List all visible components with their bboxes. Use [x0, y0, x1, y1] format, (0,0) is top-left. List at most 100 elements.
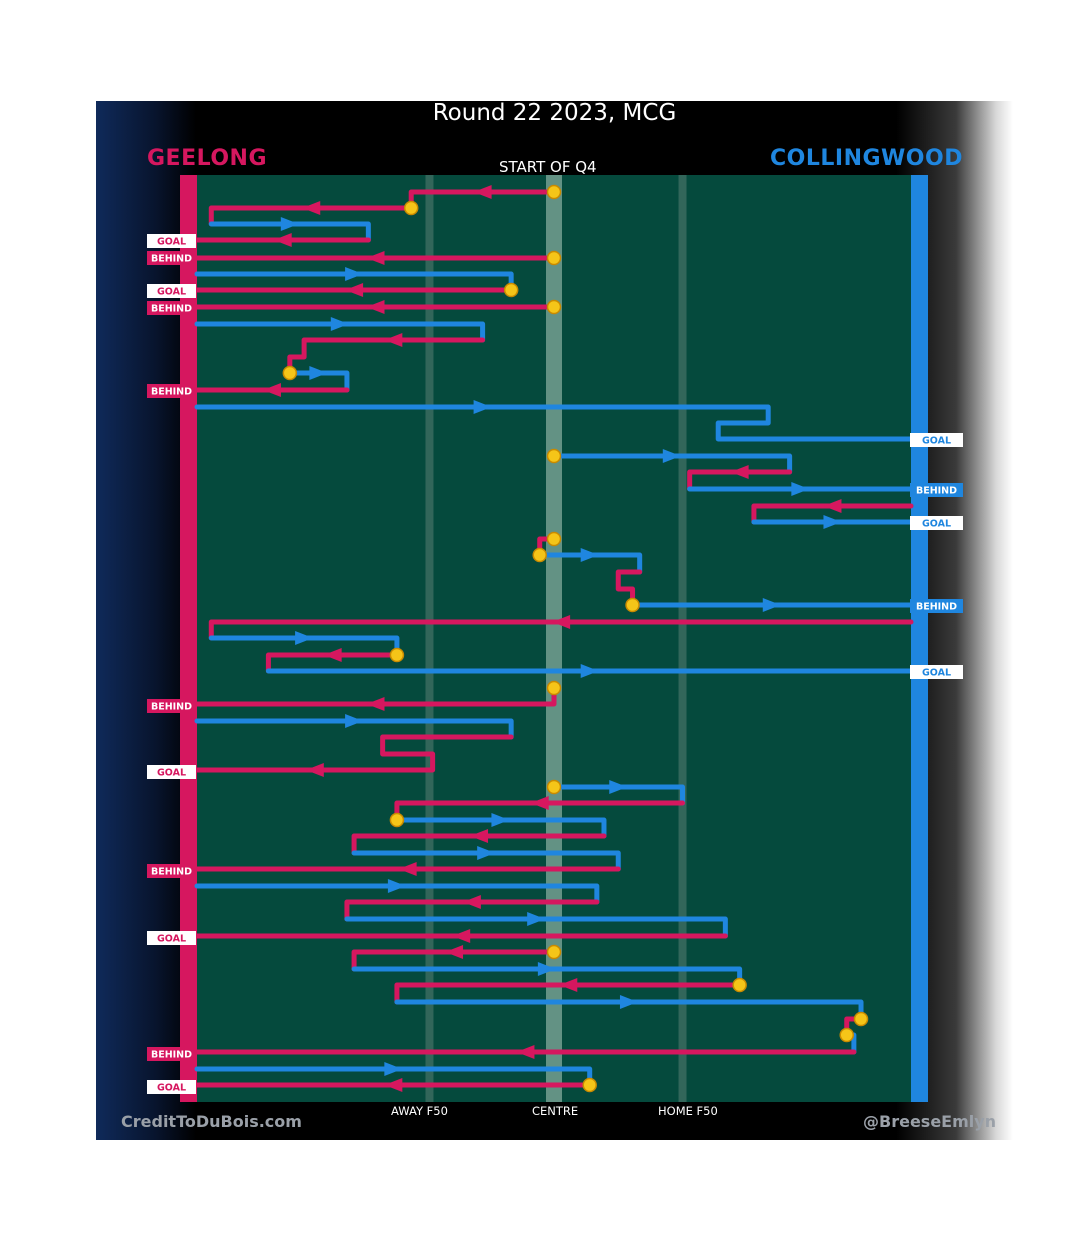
result-tag-label: GOAL: [157, 237, 186, 248]
chain-37-geelong: [344, 899, 600, 922]
chain-arrow: [762, 598, 781, 612]
chain-arrow: [445, 945, 464, 959]
result-tag-label: GOAL: [922, 668, 951, 679]
chain-arrow: [491, 813, 510, 827]
chain-arrow: [384, 1078, 403, 1092]
chain-38-collingwood: [344, 916, 728, 939]
result-tag-label: BEHIND: [151, 387, 192, 398]
result-tag-box: [147, 1080, 196, 1094]
chain-3-collingwood: [208, 221, 371, 243]
chain-11-collingwood: [287, 370, 350, 393]
home-f50-band: [678, 175, 687, 1102]
chain-arrow: [366, 251, 385, 265]
result-tag-13: BEHIND: [147, 864, 196, 878]
result-tag-label: BEHIND: [151, 867, 192, 878]
turnover-marker: [839, 1027, 854, 1043]
result-tag-2: BEHIND: [147, 251, 196, 265]
chain-arrow: [559, 978, 578, 992]
chain-arrow: [345, 267, 364, 281]
result-tag-4: BEHIND: [147, 301, 196, 315]
chain-30-collingwood: [551, 784, 686, 806]
result-tag-label: BEHIND: [151, 702, 192, 713]
result-tag-label: GOAL: [157, 287, 186, 298]
centre-label: CENTRE: [532, 1104, 579, 1118]
chain-arrow: [384, 1062, 403, 1076]
chain-14-collingwood: [551, 453, 793, 475]
turnover-marker: [582, 1077, 597, 1093]
credit-left: CreditToDuBois.com: [121, 1112, 302, 1131]
result-tag-12: GOAL: [147, 765, 196, 779]
chain-17-geelong: [751, 503, 914, 525]
chain-arrow: [470, 829, 489, 843]
chain-arrow: [477, 846, 496, 860]
chain-arrow: [330, 317, 349, 331]
result-tag-11: BEHIND: [147, 699, 196, 713]
chain-42-geelong: [394, 982, 743, 1005]
turnover-marker: [546, 779, 562, 795]
result-tag-box: [147, 284, 196, 298]
chain-arrow: [302, 201, 321, 215]
credit-right: @BreeseEmlyn: [863, 1112, 997, 1131]
result-tag-box: [910, 433, 963, 447]
chain-arrow: [530, 796, 549, 810]
result-tag-16: GOAL: [147, 1080, 196, 1094]
chain-arrow: [398, 862, 417, 876]
collingwood-goal-bar: [911, 175, 928, 1102]
chain-arrow: [462, 895, 481, 909]
chain-arrow: [295, 631, 314, 645]
chain-arrow: [305, 763, 324, 777]
chain-arrow: [580, 664, 599, 678]
turnover-marker: [389, 812, 405, 828]
turnover-marker: [546, 531, 562, 547]
result-tag-label: BEHIND: [916, 486, 957, 497]
turnover-marker: [546, 448, 562, 464]
result-tag-box: [147, 699, 196, 713]
home-team-label: GEELONG: [147, 146, 268, 171]
chain-arrow: [280, 217, 299, 231]
turnover-marker: [503, 282, 519, 298]
turnover-marker: [282, 365, 298, 381]
result-tag-label: BEHIND: [151, 1050, 192, 1061]
chain-2-geelong: [208, 205, 414, 227]
chain-arrow: [309, 366, 328, 380]
chain-9-collingwood: [194, 321, 486, 343]
turnover-marker: [389, 647, 405, 663]
turnover-marker: [403, 200, 419, 216]
result-tag-label: GOAL: [922, 436, 951, 447]
turnover-marker: [546, 299, 562, 315]
chain-36-collingwood: [194, 883, 600, 905]
chain-arrow: [366, 697, 385, 711]
result-tag-3: GOAL: [147, 284, 196, 298]
away-f50-label: AWAY F50: [391, 1104, 448, 1118]
chain-arrow: [262, 383, 281, 397]
result-tag-15: BEHIND: [147, 1047, 196, 1061]
turnover-marker: [732, 977, 747, 993]
result-tag-label: GOAL: [157, 934, 186, 945]
chain-arrow: [473, 400, 492, 414]
result-tag-8: GOAL: [910, 516, 963, 530]
chain-23-geelong: [208, 619, 914, 641]
result-tag-9: BEHIND: [910, 599, 963, 613]
result-tag-box: [147, 1047, 196, 1061]
result-tag-label: GOAL: [157, 768, 186, 779]
result-tag-6: GOAL: [910, 433, 963, 447]
result-tag-box: [910, 665, 963, 679]
result-tag-7: BEHIND: [910, 483, 963, 497]
result-tag-box: [147, 301, 196, 315]
result-tag-1: GOAL: [147, 234, 196, 248]
period-label: START OF Q4: [499, 158, 597, 176]
result-tag-box: [147, 384, 196, 398]
chain-arrow: [366, 300, 385, 314]
chain-28-collingwood: [194, 718, 514, 740]
chain-arrow: [552, 615, 571, 629]
chain-arrow: [345, 714, 364, 728]
result-tag-box: [147, 765, 196, 779]
chain-arrow: [345, 283, 364, 297]
result-tag-10: GOAL: [910, 665, 963, 679]
turnover-marker: [546, 184, 562, 200]
result-tag-box: [910, 599, 963, 613]
chain-arrow: [273, 233, 292, 247]
result-tag-label: GOAL: [922, 519, 951, 530]
chain-arrow: [730, 465, 749, 479]
result-tag-label: BEHIND: [151, 304, 192, 315]
